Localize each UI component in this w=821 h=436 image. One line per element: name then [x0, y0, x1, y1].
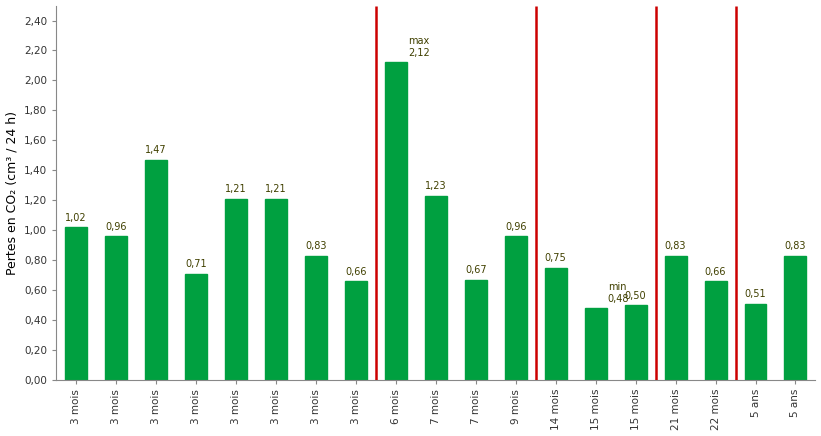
Bar [185, 274, 207, 380]
Y-axis label: Pertes en CO₂ (cm³ / 24 h): Pertes en CO₂ (cm³ / 24 h) [6, 111, 19, 275]
Text: 1,21: 1,21 [225, 184, 247, 194]
Bar [105, 236, 127, 380]
Text: 0,83: 0,83 [785, 241, 806, 251]
Text: 0,51: 0,51 [745, 289, 766, 299]
Bar [225, 199, 247, 380]
Bar [704, 281, 727, 380]
Bar [305, 255, 327, 380]
Text: min
0,48: min 0,48 [608, 282, 629, 303]
Text: 1,21: 1,21 [265, 184, 287, 194]
Bar [745, 303, 767, 380]
Text: 0,71: 0,71 [186, 259, 207, 269]
Bar [345, 281, 367, 380]
Bar [465, 279, 487, 380]
Bar [265, 199, 287, 380]
Bar [545, 268, 566, 380]
Text: 1,02: 1,02 [66, 213, 87, 223]
Bar [785, 255, 806, 380]
Bar [585, 308, 607, 380]
Text: 0,66: 0,66 [704, 266, 727, 276]
Bar [505, 236, 527, 380]
Bar [665, 255, 686, 380]
Bar [65, 227, 87, 380]
Text: 0,75: 0,75 [545, 253, 566, 263]
Text: 0,83: 0,83 [665, 241, 686, 251]
Bar [145, 160, 167, 380]
Text: 0,83: 0,83 [305, 241, 327, 251]
Text: 1,47: 1,47 [145, 145, 167, 155]
Text: 0,96: 0,96 [505, 221, 526, 232]
Bar [625, 305, 647, 380]
Text: 1,23: 1,23 [425, 181, 447, 191]
Text: 0,50: 0,50 [625, 290, 646, 300]
Text: max
2,12: max 2,12 [408, 36, 429, 58]
Text: 0,67: 0,67 [465, 265, 487, 275]
Text: 0,96: 0,96 [105, 221, 127, 232]
Bar [385, 62, 407, 380]
Text: 0,66: 0,66 [345, 266, 367, 276]
Bar [424, 196, 447, 380]
